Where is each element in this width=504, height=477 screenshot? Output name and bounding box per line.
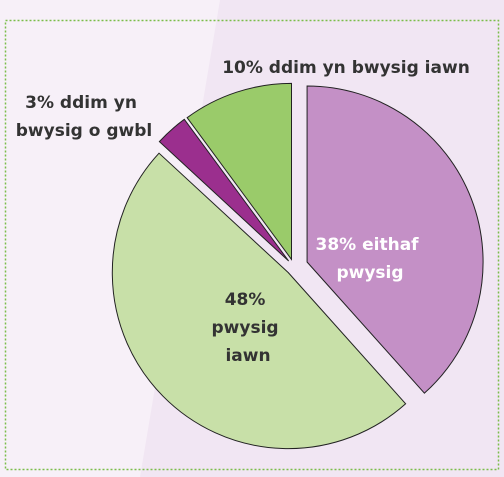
slice-label: 48% pwysig iawn [212, 290, 285, 366]
label-line: 38% eithaf [316, 235, 425, 255]
slice-label: 38% eithaf pwysig [316, 235, 425, 283]
pie-slice [306, 85, 484, 394]
slice-label: 3% ddim yn bwysig o gwbl [16, 93, 152, 141]
label-line: pwysig [336, 263, 403, 283]
label-line: bwysig o gwbl [16, 121, 152, 141]
pie-slice [111, 152, 407, 450]
label-line: 10% ddim yn bwysig iawn [222, 58, 470, 78]
frame [4, 19, 500, 471]
label-line: 48% [225, 290, 272, 310]
label-line: iawn [225, 346, 270, 366]
slice-label: 10% ddim yn bwysig iawn [222, 58, 470, 78]
pie-slice [186, 82, 293, 261]
pie-slice [158, 118, 290, 262]
background-shape [0, 0, 220, 477]
label-line: 3% ddim yn [25, 93, 143, 113]
label-line: pwysig [212, 318, 285, 338]
